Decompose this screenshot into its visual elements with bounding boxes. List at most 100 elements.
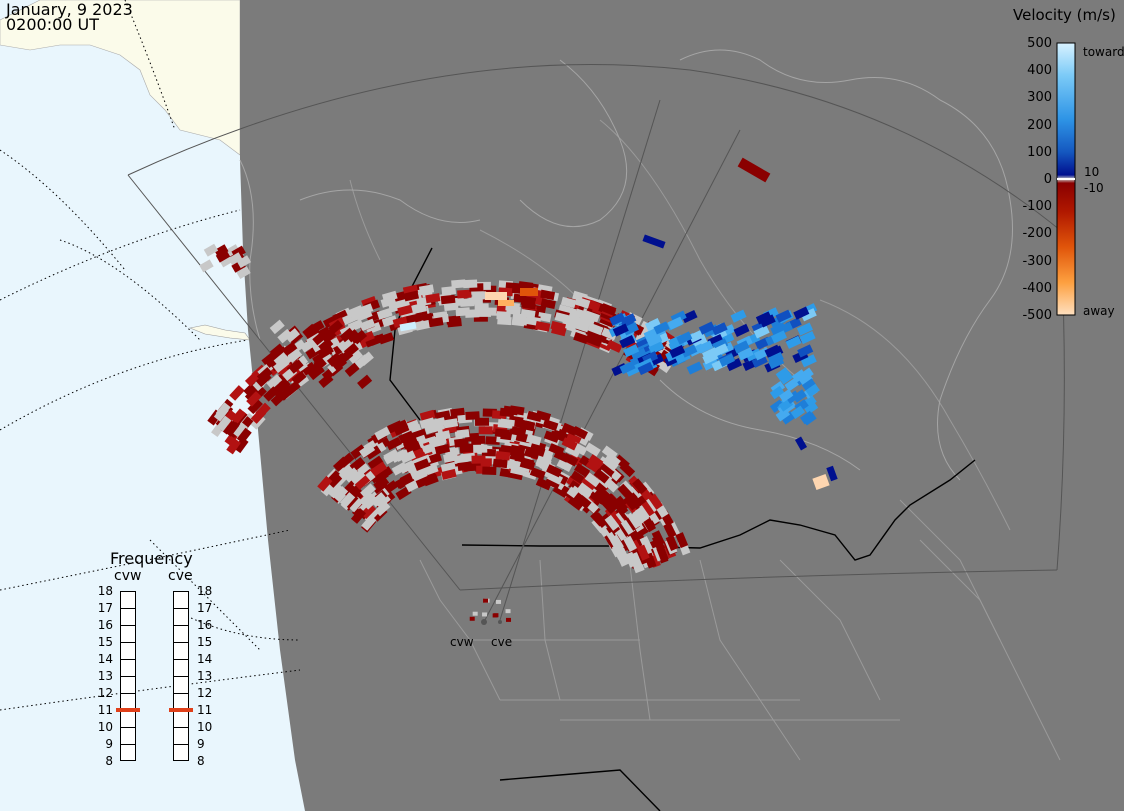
scatter-cell <box>376 307 393 320</box>
frequency-tick-label: 14 <box>197 652 213 666</box>
radar-scatter-cells <box>199 157 838 622</box>
scatter-cell <box>457 289 472 299</box>
frequency-tick-label: 18 <box>97 584 113 598</box>
ground-scatter-cell <box>450 407 465 418</box>
ground-scatter-cell <box>609 534 624 551</box>
scatter-cell <box>539 289 556 301</box>
scatter-cell-toward <box>686 361 703 375</box>
ground-scatter-cell <box>623 494 639 511</box>
frequency-tick-label: 18 <box>197 584 213 598</box>
scatter-cell <box>269 343 285 358</box>
scatter-cell <box>269 319 285 335</box>
ground-scatter-cell <box>573 492 590 508</box>
frequency-tick-label: 11 <box>97 703 113 717</box>
scatter-cell-toward <box>800 354 817 368</box>
ground-scatter-cell <box>431 434 447 446</box>
frequency-tick-label: 10 <box>97 720 113 734</box>
ground-scatter-cell <box>419 417 436 429</box>
ground-scatter-cell <box>443 418 459 429</box>
ground-scatter-cell <box>584 472 601 488</box>
ground-scatter-cell <box>350 508 367 524</box>
ground-scatter-cell <box>632 478 648 495</box>
colorbar-inner-label-neg10: -10 <box>1084 181 1104 195</box>
frequency-tick-label: 9 <box>197 737 205 751</box>
scatter-cell <box>216 415 232 432</box>
scatter-cell <box>318 338 334 353</box>
scatter-cell <box>300 361 317 377</box>
ground-scatter-cell <box>619 461 636 478</box>
frequency-tick-label: 13 <box>97 669 113 683</box>
ground-scatter-cell <box>373 476 390 491</box>
scatter-cell <box>359 318 376 332</box>
scatter-cell-toward <box>646 333 663 347</box>
scatter-cell-toward <box>648 340 665 355</box>
ground-scatter-cell <box>639 535 653 553</box>
ground-scatter-cell <box>590 510 606 527</box>
scatter-cell <box>225 244 240 258</box>
scatter-cell <box>273 352 289 367</box>
colorbar-tick-label: 400 <box>1027 63 1052 79</box>
scatter-cell-toward <box>803 401 819 415</box>
ground-scatter-cell <box>383 448 400 463</box>
scatter-cell-toward <box>702 351 719 365</box>
colorbar-tick-label: -300 <box>1022 253 1052 269</box>
ground-scatter-cell <box>411 468 428 482</box>
ground-scatter-cell <box>454 437 469 448</box>
scatter-cell <box>369 333 386 346</box>
scatter-cell <box>560 296 577 309</box>
scatter-cell <box>203 243 219 257</box>
scatter-cell-toward <box>797 344 814 358</box>
scatter-cell <box>322 314 340 329</box>
scatter-cell <box>505 609 511 614</box>
ground-scatter-cell <box>478 426 493 435</box>
ground-scatter-cell <box>359 491 375 507</box>
scatter-cell <box>483 598 489 603</box>
scatter-cell-toward <box>755 311 772 325</box>
scatter-cell <box>440 294 456 305</box>
scatter-cell <box>312 330 328 346</box>
scatter-cell <box>331 356 348 372</box>
frequency-marker-cve <box>169 708 193 712</box>
colorbar-tick-label: 200 <box>1027 117 1052 133</box>
ground-scatter-cell <box>636 544 650 561</box>
scatter-cell-toward <box>702 357 719 371</box>
scatter-cell-toward <box>637 361 654 376</box>
ground-scatter-cell <box>473 444 488 453</box>
scatter-cell <box>244 371 261 387</box>
ground-scatter-cell <box>360 503 377 520</box>
scatter-cell-toward <box>780 411 796 425</box>
ground-scatter-cell <box>601 445 618 461</box>
scatter-cell <box>266 374 283 390</box>
ground-scatter-cell <box>327 482 343 499</box>
scatter-cell <box>574 296 591 309</box>
ground-scatter-cell <box>535 477 552 491</box>
scatter-cell <box>250 408 267 424</box>
radar-site-label-cve: cve <box>491 635 513 649</box>
scatter-cell <box>347 305 364 318</box>
scatter-cell <box>356 308 373 321</box>
scatter-cell-toward <box>681 310 698 324</box>
scatter-cell-toward <box>784 378 799 392</box>
scatter-cell-toward <box>775 367 791 381</box>
ground-scatter-cell <box>613 499 629 516</box>
colorbar-tick-label: -200 <box>1022 226 1052 242</box>
ground-scatter-cell <box>500 418 515 429</box>
colorbar-inner-label-10: 10 <box>1084 165 1100 179</box>
scatter-cell-toward <box>764 344 781 358</box>
ground-scatter-cell <box>415 475 432 489</box>
scatter-cell <box>587 322 604 336</box>
scatter-cell <box>535 320 551 332</box>
scatter-cell <box>477 308 492 317</box>
ground-scatter-cell <box>494 428 510 438</box>
scatter-cell <box>397 304 413 316</box>
scatter-cell <box>606 339 623 353</box>
scatter-cell-toward <box>620 313 637 327</box>
scatter-cell-toward <box>805 383 820 398</box>
scatter-cell <box>300 338 317 353</box>
scatter-cell <box>273 346 289 361</box>
scatter-cell <box>574 308 591 321</box>
scatter-cell-toward <box>630 347 647 361</box>
ground-scatter-cell <box>441 468 457 480</box>
scatter-cell-toward <box>751 354 768 368</box>
ground-scatter-cell <box>499 407 515 418</box>
